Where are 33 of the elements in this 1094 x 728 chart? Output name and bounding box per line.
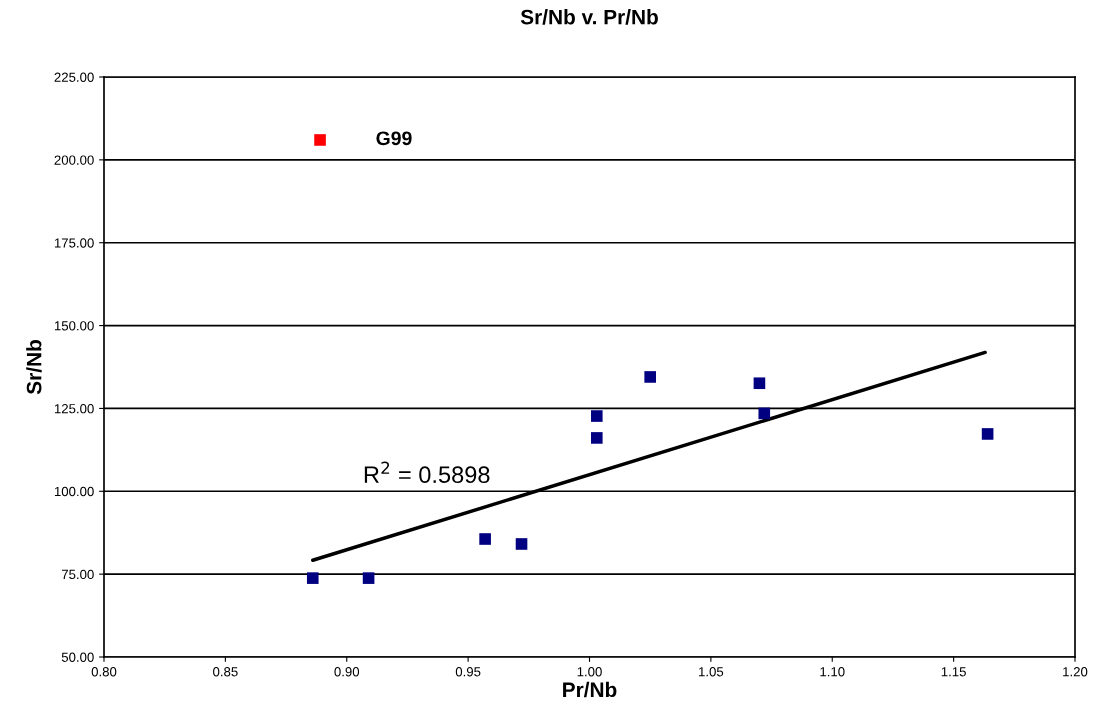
x-tick-label: 1.20 [1063, 667, 1088, 677]
y-tick-label: 225.00 [54, 72, 94, 82]
x-tick-label: 1.10 [820, 667, 845, 677]
y-tick-label: 125.00 [54, 404, 94, 414]
point [981, 428, 994, 440]
y-tick-label: 100.00 [54, 486, 94, 497]
point [362, 572, 375, 584]
y-axis-title: Sr/Nb [26, 340, 42, 395]
x-axis-title: Pr/Nb [563, 681, 617, 698]
y-tick-label: 75.00 [61, 569, 94, 580]
y-tick-label: 50.00 [61, 652, 94, 662]
x-tick-label: 0.85 [213, 667, 238, 677]
point [590, 410, 603, 422]
point [590, 432, 603, 444]
x-tick-label: 1.15 [941, 667, 966, 677]
point [314, 134, 326, 146]
x-tick-label: 1.00 [577, 667, 602, 677]
chart-title: Sr/Nb v. Pr/Nb [520, 9, 658, 25]
y-tick-label: 175.00 [54, 238, 94, 248]
y-tick-label: 200.00 [54, 155, 94, 165]
point [644, 371, 656, 383]
x-tick-label: 0.90 [334, 667, 360, 677]
x-tick-label: 1.05 [699, 667, 724, 677]
x-tick-label: 0.80 [91, 667, 117, 677]
point [753, 377, 766, 390]
point [306, 572, 319, 584]
annotation: G99 [376, 131, 412, 146]
point [515, 538, 528, 550]
x-tick-label: 0.95 [455, 667, 481, 677]
point [479, 533, 491, 545]
point [758, 407, 771, 420]
y-tick-label: 150.00 [54, 321, 94, 331]
annotation: R$^{2}$ = 0.5898 [364, 461, 490, 484]
